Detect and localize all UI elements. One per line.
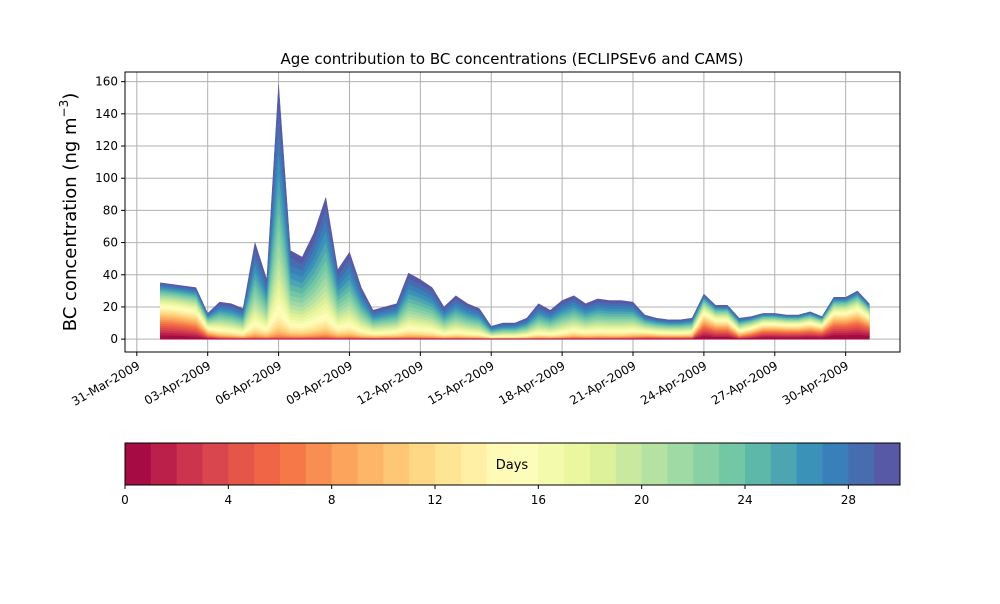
colorbar-swatch	[254, 443, 281, 485]
x-tick-label: 06-Apr-2009	[213, 358, 284, 407]
colorbar-swatch	[280, 443, 307, 485]
colorbar-label: Days	[496, 458, 529, 473]
x-tick-label: 09-Apr-2009	[284, 358, 355, 407]
colorbar-swatch	[176, 443, 203, 485]
y-tick-label: 40	[103, 268, 118, 282]
colorbar-swatch	[874, 443, 901, 485]
colorbar-swatch	[615, 443, 643, 485]
colorbar-swatch	[667, 443, 694, 485]
colorbar-swatch	[331, 443, 358, 485]
colorbar-swatch	[125, 443, 152, 485]
y-tick-label: 120	[95, 139, 118, 153]
colorbar-swatch	[641, 443, 668, 485]
colorbar-tick-label: 0	[121, 493, 129, 507]
y-tick-label: 100	[95, 171, 118, 185]
colorbar-tick-label: 28	[841, 493, 856, 507]
y-tick-label: 0	[110, 332, 118, 346]
y-tick-label: 20	[103, 300, 118, 314]
colorbar-tick-label: 4	[225, 493, 233, 507]
colorbar-tick-label: 12	[427, 493, 442, 507]
x-tick-label: 21-Apr-2009	[567, 358, 638, 407]
y-tick-label: 80	[103, 203, 118, 217]
plot-frame	[124, 71, 901, 353]
age-layer-day-12	[160, 310, 870, 340]
x-tick-label: 03-Apr-2009	[142, 358, 213, 407]
colorbar-swatch	[538, 443, 565, 485]
colorbar-swatch	[564, 443, 591, 485]
colorbar-swatch	[409, 443, 436, 485]
colorbar-swatch	[770, 443, 798, 485]
colorbar-swatch	[693, 443, 720, 485]
x-tick-label: 15-Apr-2009	[425, 358, 496, 407]
x-tick-label: 12-Apr-2009	[355, 358, 426, 407]
colorbar-swatch	[150, 443, 178, 485]
colorbar-swatch	[590, 443, 617, 485]
age-layer-day-0	[160, 334, 870, 340]
colorbar-swatch	[512, 443, 539, 485]
colorbar-swatch	[719, 443, 746, 485]
colorbar-swatch	[848, 443, 875, 485]
colorbar-swatch	[460, 443, 488, 485]
chart-title: Age contribution to BC concentrations (E…	[281, 50, 744, 68]
colorbar-swatch	[796, 443, 823, 485]
y-tick-label: 60	[103, 236, 118, 250]
y-tick-label: 160	[95, 75, 118, 89]
colorbar: 0 4 8 12 16 20 24 28	[121, 442, 901, 507]
x-tick-label: 24-Apr-2009	[638, 358, 709, 407]
y-axis-label: BC concentration (ng m−3)	[57, 93, 81, 332]
colorbar-swatch	[383, 443, 410, 485]
x-axis: 31-Mar-2009 03-Apr-2009 06-Apr-2009 09-Apr-…	[69, 352, 851, 409]
colorbar-tick-label: 16	[531, 493, 546, 507]
colorbar-swatch	[435, 443, 462, 485]
colorbar-tick-label: 20	[634, 493, 649, 507]
x-tick-label: 18-Apr-2009	[496, 358, 567, 407]
x-tick-label: 31-Mar-2009	[69, 358, 142, 408]
colorbar-swatch	[822, 443, 849, 485]
colorbar-swatch	[202, 443, 229, 485]
colorbar-swatch	[305, 443, 333, 485]
colorbar-swatch	[486, 443, 513, 485]
colorbar-swatch	[745, 443, 772, 485]
colorbar-swatch	[357, 443, 384, 485]
y-axis: 0 20 40 60 80 100 120 140 160	[95, 75, 125, 346]
colorbar-frame	[124, 442, 901, 486]
x-tick-label: 30-Apr-2009	[780, 358, 851, 407]
stacked-age-areas	[160, 84, 870, 340]
x-tick-label: 27-Apr-2009	[709, 358, 780, 407]
colorbar-tick-label: 24	[737, 493, 752, 507]
colorbar-swatch	[228, 443, 255, 485]
y-tick-label: 140	[95, 107, 118, 121]
colorbar-tick-label: 8	[328, 493, 336, 507]
